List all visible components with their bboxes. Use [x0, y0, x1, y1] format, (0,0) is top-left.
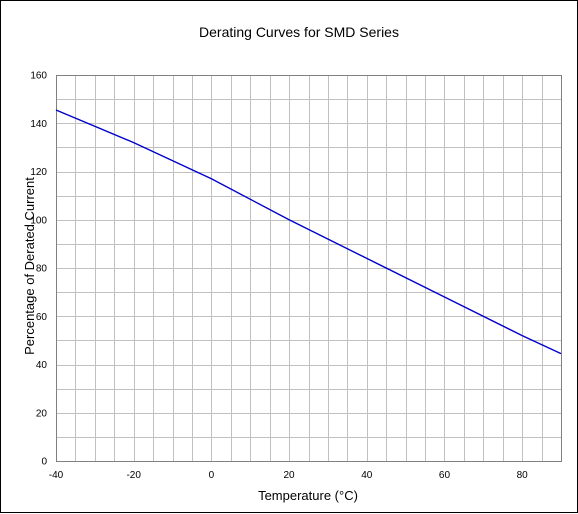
x-tick-label: 40	[361, 470, 373, 481]
x-axis-label: Temperature (°C)	[258, 488, 358, 503]
y-tick-label: 20	[36, 408, 48, 419]
y-tick-label: 120	[30, 167, 47, 178]
x-tick-label: 20	[284, 470, 296, 481]
x-tick-label: 0	[209, 470, 215, 481]
x-tick-label: -40	[49, 470, 64, 481]
y-tick-label: 60	[36, 312, 48, 323]
y-tick-label: 40	[36, 360, 48, 371]
y-tick-label: 100	[30, 215, 47, 226]
y-axis-ticks: 0 20 40 60 80 100 120 140 160	[30, 71, 47, 468]
y-axis-label: Percentage of Derated Current	[22, 177, 37, 355]
y-tick-label: 140	[30, 119, 47, 130]
plot-area	[56, 75, 562, 462]
x-tick-label: 60	[439, 470, 451, 481]
y-tick-label: 160	[30, 71, 47, 82]
series-line-1	[55, 109, 562, 355]
x-tick-label: -20	[126, 470, 141, 481]
x-tick-label: 80	[517, 470, 529, 481]
chart-title: Derating Curves for SMD Series	[199, 24, 399, 40]
x-axis-ticks: -40 -20 0 20 40 60 80	[49, 470, 528, 481]
series-layer	[55, 109, 562, 355]
y-tick-label: 0	[41, 457, 47, 468]
y-tick-label: 80	[36, 264, 48, 275]
grid	[56, 75, 561, 461]
